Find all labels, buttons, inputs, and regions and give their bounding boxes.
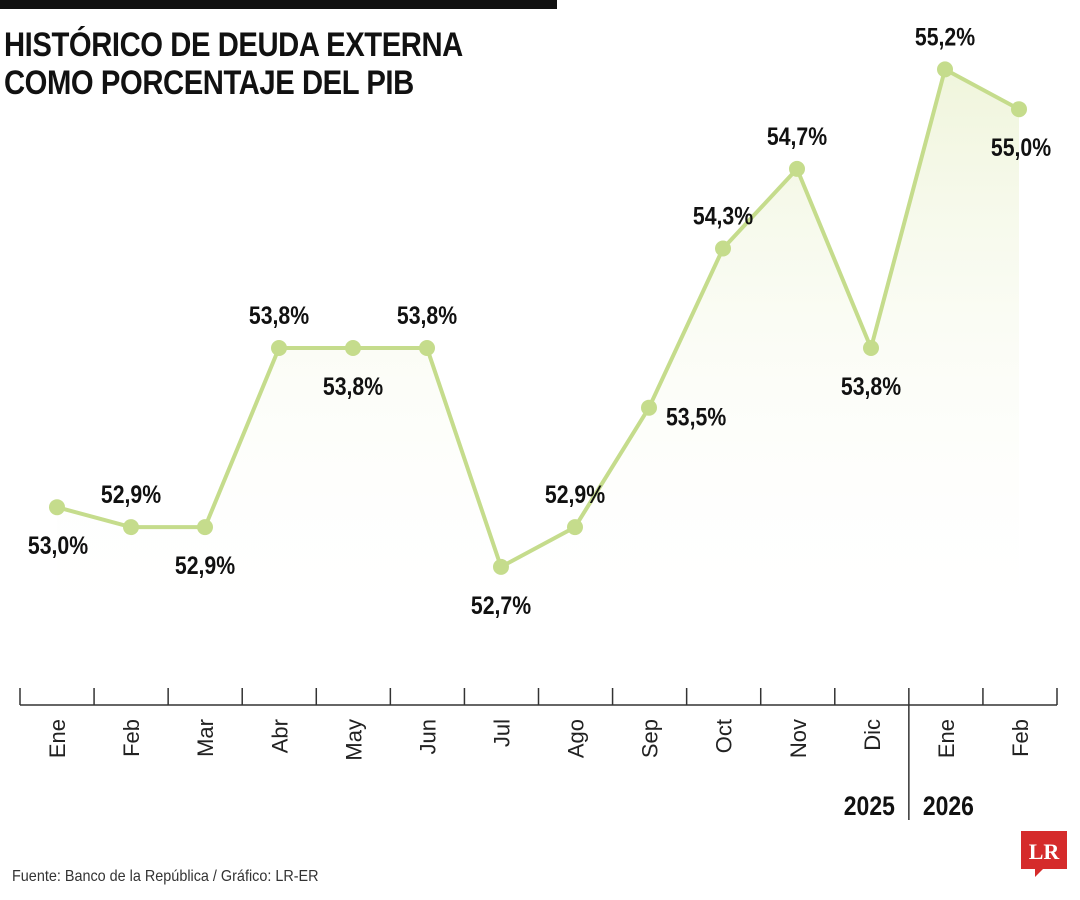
data-label-9: 53,5% (666, 403, 726, 431)
x-tick-label-13: Ene (934, 719, 959, 758)
top-rule (0, 0, 557, 9)
x-tick-label-9: Sep (638, 719, 663, 758)
data-point-6 (419, 340, 435, 356)
series-line (56, 67, 1020, 569)
data-label-2: 52,9% (101, 480, 161, 508)
data-label-14: 55,0% (991, 134, 1051, 162)
data-point-4 (271, 340, 287, 356)
data-point-7 (493, 558, 509, 575)
lr-logo-badge (1021, 831, 1067, 877)
x-tick-label-1: Ene (45, 719, 70, 758)
data-label-11: 54,7% (767, 122, 827, 150)
chart-title: HISTÓRICO DE DEUDA EXTERNA COMO PORCENTA… (4, 26, 463, 102)
chart-title-line-1: HISTÓRICO DE DEUDA EXTERNA (4, 26, 463, 64)
data-point-3 (197, 519, 213, 536)
year-label-2026: 2026 (923, 791, 974, 821)
data-point-11 (789, 160, 805, 177)
x-tick-label-3: Mar (193, 719, 218, 757)
data-label-6: 53,8% (397, 301, 457, 329)
data-label-12: 53,8% (841, 372, 901, 400)
data-label-13: 55,2% (915, 23, 975, 51)
data-label-4: 53,8% (249, 301, 309, 329)
x-tick-label-4: Abr (267, 719, 292, 753)
data-point-8 (567, 519, 583, 536)
x-tick-label-6: Jun (415, 719, 440, 754)
year-label-2025: 2025 (844, 791, 895, 821)
x-tick-label-10: Oct (712, 719, 737, 753)
data-point-1 (49, 499, 65, 516)
data-label-10: 54,3% (693, 202, 753, 230)
data-point-5 (345, 340, 361, 356)
data-label-7: 52,7% (471, 591, 531, 619)
lr-logo: LR (1021, 831, 1067, 877)
area-fill (57, 69, 1019, 645)
source-note: Fuente: Banco de la República / Gráfico:… (12, 868, 319, 885)
data-point-12 (863, 340, 879, 356)
data-label-5: 53,8% (323, 372, 383, 400)
chart-title-line-2: COMO PORCENTAJE DEL PIB (4, 64, 414, 102)
data-point-2 (123, 519, 139, 536)
x-tick-label-2: Feb (119, 719, 144, 757)
x-tick-label-11: Nov (786, 719, 811, 758)
x-tick-label-5: May (341, 719, 366, 761)
data-point-9 (641, 399, 657, 416)
x-tick-label-12: Dic (860, 719, 885, 751)
x-tick-label-14: Feb (1008, 719, 1033, 757)
data-point-14 (1011, 101, 1027, 118)
lr-logo-text: LR (1029, 839, 1061, 864)
x-tick-label-8: Ago (564, 719, 589, 758)
data-label-1: 53,0% (28, 532, 88, 560)
x-tick-label-7: Jul (489, 719, 514, 747)
data-label-3: 52,9% (175, 551, 235, 579)
data-label-8: 52,9% (545, 480, 605, 508)
data-point-10 (715, 240, 731, 257)
data-point-13 (937, 61, 953, 78)
